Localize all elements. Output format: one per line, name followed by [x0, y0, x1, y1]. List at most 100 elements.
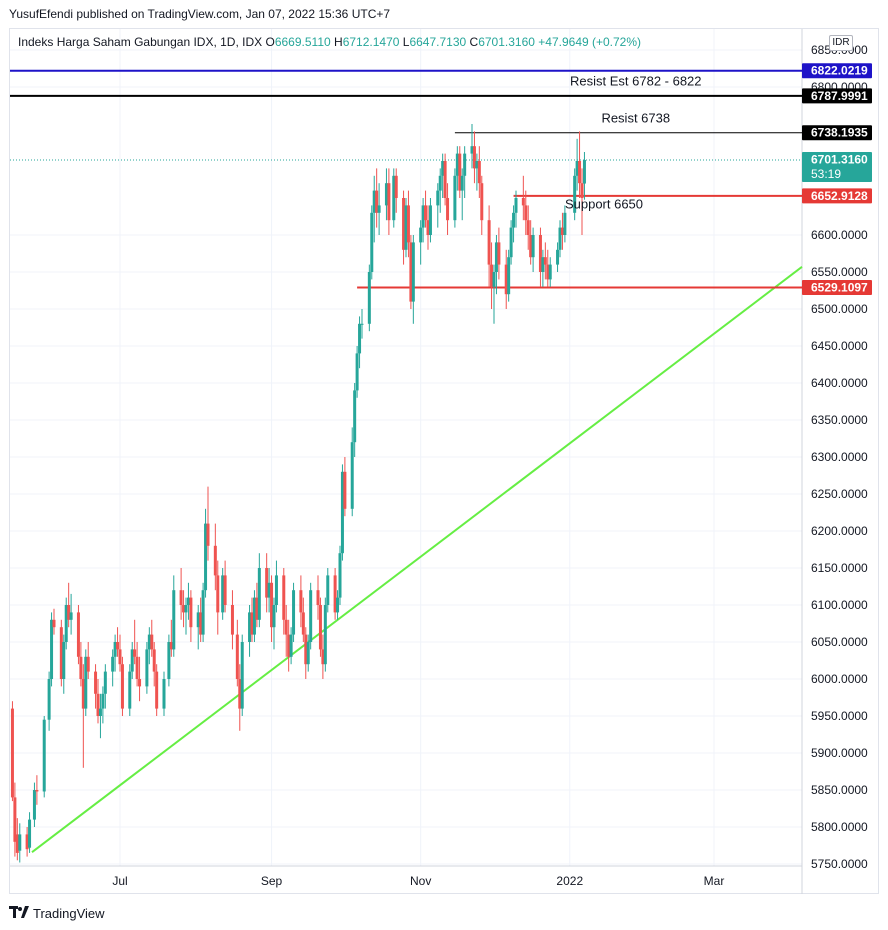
x-tick-label: Nov [410, 874, 431, 888]
y-tick-label: 6100.0000 [811, 598, 868, 612]
y-tick-label: 6000.0000 [811, 672, 868, 686]
candle-body [284, 619, 288, 635]
candle-body [199, 612, 203, 635]
candle-body [546, 264, 550, 280]
candle-body [221, 575, 225, 613]
candle-body [167, 642, 171, 679]
close-label: C [469, 35, 479, 49]
candle-body [248, 612, 252, 642]
low-label: L [402, 35, 410, 49]
y-tick-label: 6250.0000 [811, 487, 868, 501]
candle-body [458, 153, 462, 191]
candle-body [96, 693, 100, 716]
candle-body [563, 212, 567, 235]
candle-body [25, 834, 29, 850]
x-tick-label: Mar [704, 874, 725, 888]
close-value: 6701.3160 [478, 35, 535, 49]
level-price-label: 6738.1935 [811, 126, 868, 140]
candle-body [543, 257, 547, 265]
candle-body [521, 198, 525, 206]
candle-body [238, 679, 242, 709]
candle-body [120, 664, 124, 709]
candle-body [292, 590, 296, 635]
last-price-label-bg [802, 152, 872, 183]
y-tick-label: 5950.0000 [811, 709, 868, 723]
candle-body [340, 471, 344, 554]
candle-body [426, 220, 430, 235]
candle-body [59, 627, 63, 679]
candle-body [531, 235, 535, 258]
chart-annotation: Resist Est 6782 - 6822 [570, 74, 702, 89]
candle-body [367, 272, 371, 324]
candle-body [424, 205, 428, 221]
candle-body [477, 161, 481, 184]
candle-body [441, 161, 445, 176]
candle-body [556, 249, 560, 265]
candle-body [387, 183, 391, 221]
currency-badge[interactable]: IDR [829, 35, 853, 51]
open-value: 6669.5110 [274, 35, 331, 49]
candle-body [135, 656, 139, 679]
uptrend-line [31, 266, 803, 853]
x-tick-label: Sep [261, 874, 283, 888]
candle-body [189, 597, 193, 628]
change-value: +47.9649 (+0.72%) [538, 35, 642, 49]
candle-body [455, 153, 459, 176]
level-price-label: 6652.9128 [811, 189, 868, 203]
candle-body [28, 819, 32, 848]
candle-body [492, 272, 496, 287]
candle-body [402, 198, 406, 250]
candle-body [318, 605, 322, 650]
candle-body [250, 612, 254, 635]
candle-body [50, 619, 54, 679]
candle-body [370, 212, 374, 272]
symbol-legend: Indeks Harga Saham Gabungan IDX, 1D, IDX… [18, 35, 641, 49]
candle-body [35, 790, 39, 792]
candle-body [575, 161, 579, 176]
candle-body [150, 634, 154, 650]
candle-body [316, 590, 320, 605]
candle-body [301, 612, 305, 635]
candle-body [497, 242, 501, 265]
y-tick-label: 6450.0000 [811, 339, 868, 353]
y-tick-label: 5850.0000 [811, 783, 868, 797]
candle-body [196, 612, 200, 628]
symbol-title: Indeks Harga Saham Gabungan IDX, 1D, IDX [18, 35, 263, 49]
candle-body [287, 634, 291, 657]
candle-body [578, 161, 582, 184]
candle-body [235, 634, 239, 679]
publisher-line: YusufEfendi published on TradingView.com… [9, 7, 391, 21]
candle-body [526, 220, 530, 235]
level-price-label-bg [802, 125, 872, 141]
candle-body [64, 605, 68, 642]
candle-body [32, 790, 36, 820]
candle-body [116, 642, 120, 650]
level-price-label: 6787.9991 [811, 89, 868, 103]
candle-body [282, 575, 286, 620]
candle-body [240, 642, 244, 709]
candle-body [421, 205, 425, 228]
candle-body [438, 175, 442, 191]
candle-body [162, 679, 166, 709]
tradingview-footer[interactable]: TradingView [9, 905, 105, 921]
y-tick-label: 6050.0000 [811, 635, 868, 649]
candle-body [558, 227, 562, 250]
candle-body [145, 649, 149, 687]
candle-body [172, 590, 176, 650]
level-price-label-bg [802, 279, 872, 295]
candle-body [406, 205, 410, 243]
open-label: O [265, 35, 275, 49]
candle-body [446, 198, 450, 221]
candle-body [480, 183, 484, 221]
candle-body [213, 545, 217, 576]
candle-body [255, 597, 259, 620]
candle-body [18, 834, 22, 851]
y-tick-label: 6350.0000 [811, 413, 868, 427]
y-tick-label: 5900.0000 [811, 746, 868, 760]
candle-body [375, 190, 379, 213]
candles [10, 124, 586, 863]
candle-body [81, 679, 85, 709]
candle-body [257, 568, 261, 620]
grid-lines [10, 29, 802, 866]
